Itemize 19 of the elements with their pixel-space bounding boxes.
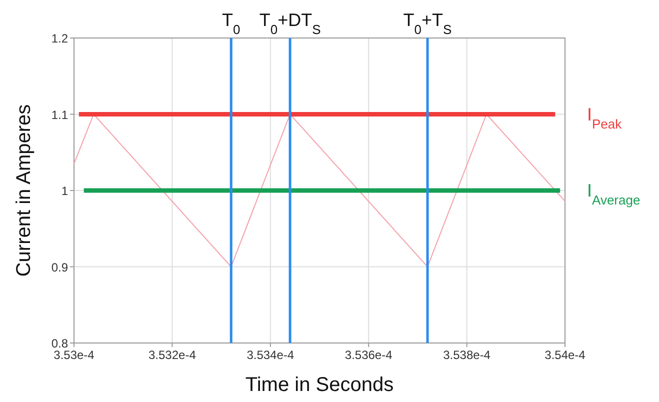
x-tick-label: 3.53e-4 xyxy=(54,348,95,362)
x-tick-label: 3.54e-4 xyxy=(544,348,586,362)
y-tick-label: 0.8 xyxy=(51,336,68,350)
y-tick-label: 1.1 xyxy=(51,108,68,122)
y-tick-label: 0.9 xyxy=(51,260,68,274)
x-tick-label: 3.532e-4 xyxy=(148,348,196,362)
ref-line-label: T$_{0}$+DT$_{S}$ xyxy=(259,10,322,36)
y-tick-label: 1.2 xyxy=(51,32,68,46)
ref-line-label: T$_{0}$ xyxy=(222,10,240,36)
x-axis-title: Time in Seconds xyxy=(245,374,394,396)
x-tick-label: 3.534e-4 xyxy=(246,348,294,362)
x-tick-label: 3.538e-4 xyxy=(443,348,491,362)
ref-line-label: T$_{0}$+T$_{S}$ xyxy=(403,10,452,36)
series-label: I$_{Peak}$ xyxy=(587,104,622,131)
y-axis-title: Current in Amperes xyxy=(13,104,35,277)
series-label: I$_{Average}$ xyxy=(587,180,640,207)
y-tick-label: 1 xyxy=(61,184,68,198)
line-series xyxy=(74,114,566,268)
x-tick-label: 3.536e-4 xyxy=(344,348,393,362)
